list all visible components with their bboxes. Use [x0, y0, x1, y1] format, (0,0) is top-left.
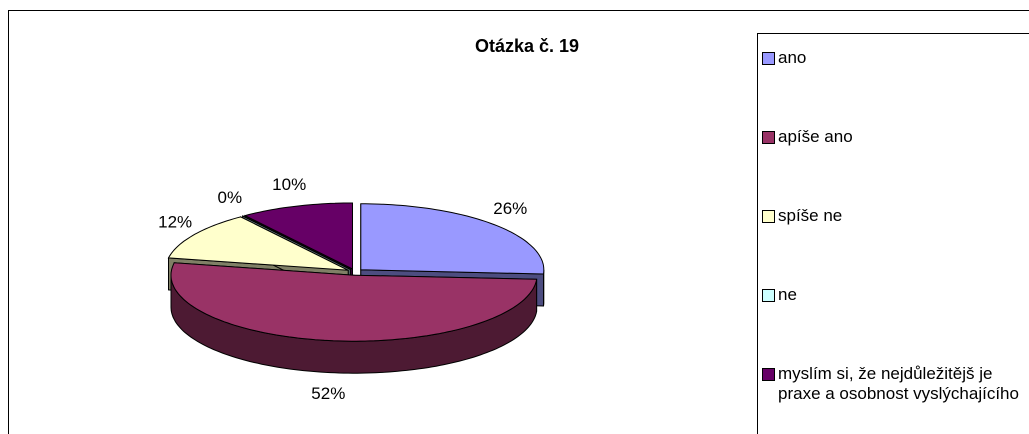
- pie-slice: [167, 216, 349, 271]
- data-label: 12%: [158, 213, 192, 232]
- data-label: 52%: [311, 384, 345, 403]
- pie-slice: [360, 203, 545, 275]
- legend-label: ne: [778, 285, 797, 304]
- pie-slice: [242, 215, 351, 270]
- data-label: 0%: [218, 188, 243, 207]
- legend-item: spíše ne: [762, 206, 1029, 226]
- legend-item: ne: [762, 285, 1029, 305]
- legend-swatch: [762, 52, 775, 65]
- pie-slice: [243, 202, 353, 270]
- legend-swatch: [762, 289, 775, 302]
- legend-item: myslím si, že nejdůležitějš je praxe a o…: [762, 364, 1029, 404]
- chart-title: Otázka č. 19: [475, 36, 579, 56]
- legend-label: spíše ne: [778, 206, 843, 225]
- pie-slice: [170, 262, 538, 342]
- legend-swatch: [762, 210, 775, 223]
- legend-item: ano: [762, 48, 1029, 68]
- legend-label: myslím si, že nejdůležitějš je praxe a o…: [778, 364, 1019, 403]
- data-label: 10%: [272, 175, 306, 194]
- legend-swatch: [762, 368, 775, 381]
- legend-item: apíše ano: [762, 127, 1029, 147]
- legend-label: apíše ano: [778, 127, 853, 146]
- legend-swatch: [762, 131, 775, 144]
- data-label: 26%: [493, 199, 527, 218]
- legend-label: ano: [778, 48, 807, 67]
- legend: ano apíše ano spíše ne ne myslím si, že nejd…: [757, 33, 1029, 434]
